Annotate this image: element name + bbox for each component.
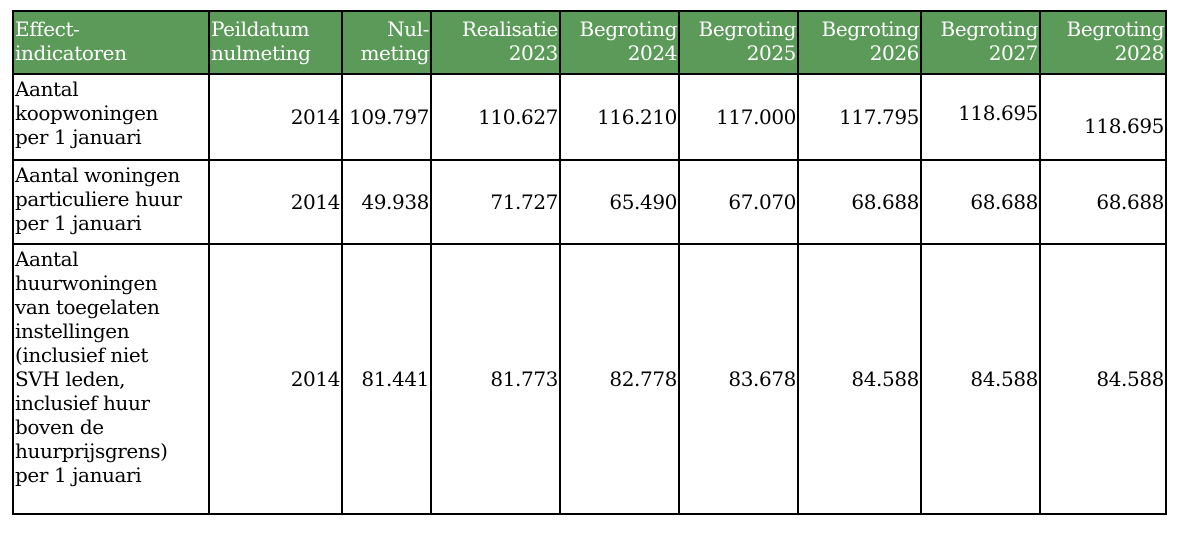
header-begroting-2028: Begroting 2028 — [1039, 10, 1167, 75]
cell-begroting-2027: 84.588 — [920, 243, 1041, 515]
header-peildatum-nulmeting: Peildatum nulmeting — [208, 10, 343, 75]
cell-value: 118.695 — [958, 101, 1038, 125]
label-line: particuliere huur — [15, 187, 182, 211]
header-line: 2024 — [627, 41, 677, 65]
header-line: Realisatie — [461, 17, 558, 41]
label-line: Aantal — [15, 77, 79, 101]
header-line: Begroting — [821, 17, 919, 41]
cell-begroting-2028: 68.688 — [1039, 159, 1167, 245]
cell-begroting-2027: 118.695 — [920, 73, 1041, 161]
label-line: van toegelaten — [15, 295, 160, 319]
cell-begroting-2025: 83.678 — [678, 243, 799, 515]
label-line: koopwoningen — [15, 101, 159, 125]
label-line: (inclusief niet — [15, 343, 148, 367]
cell-begroting-2025: 117.000 — [678, 73, 799, 161]
label-line: huurprijsgrens) — [15, 439, 168, 463]
header-line: 2023 — [508, 41, 558, 65]
header-line: Begroting — [698, 17, 796, 41]
cell-nulmeting: 109.797 — [341, 73, 432, 161]
header-line: nulmeting — [211, 41, 311, 65]
row-label-particuliere-huur: Aantal woningen particuliere huur per 1 … — [12, 159, 210, 245]
header-realisatie-2023: Realisatie 2023 — [430, 10, 561, 75]
header-effect-indicatoren: Effect- indicatoren — [12, 10, 210, 75]
cell-peildatum: 2014 — [208, 159, 343, 245]
header-begroting-2026: Begroting 2026 — [797, 10, 922, 75]
cell-peildatum: 2014 — [208, 243, 343, 515]
label-line: per 1 januari — [15, 125, 142, 149]
row-label-koopwoningen: Aantal koopwoningen per 1 januari — [12, 73, 210, 161]
header-line: Begroting — [940, 17, 1038, 41]
label-line: SVH leden, — [15, 367, 126, 391]
header-line: 2028 — [1114, 41, 1164, 65]
header-line: Peildatum — [211, 17, 310, 41]
cell-begroting-2026: 84.588 — [797, 243, 922, 515]
header-nulmeting: Nul- meting — [341, 10, 432, 75]
header-line: Effect- — [15, 17, 80, 41]
header-begroting-2027: Begroting 2027 — [920, 10, 1041, 75]
header-begroting-2024: Begroting 2024 — [559, 10, 680, 75]
label-line: Aantal — [15, 247, 79, 271]
cell-begroting-2024: 65.490 — [559, 159, 680, 245]
header-begroting-2025: Begroting 2025 — [678, 10, 799, 75]
cell-realisatie-2023: 110.627 — [430, 73, 561, 161]
cell-realisatie-2023: 81.773 — [430, 243, 561, 515]
cell-begroting-2027: 68.688 — [920, 159, 1041, 245]
table-header-row: Effect- indicatoren Peildatum nulmeting … — [12, 10, 1167, 75]
cell-nulmeting: 81.441 — [341, 243, 432, 515]
label-line: per 1 januari — [15, 211, 142, 235]
label-line: instellingen — [15, 319, 130, 343]
header-line: 2026 — [869, 41, 919, 65]
cell-begroting-2026: 117.795 — [797, 73, 922, 161]
header-line: indicatoren — [15, 41, 127, 65]
cell-begroting-2024: 82.778 — [559, 243, 680, 515]
cell-value: 118.695 — [1084, 114, 1164, 138]
cell-begroting-2028: 118.695 — [1039, 73, 1167, 161]
row-label-huurwoningen-toegelaten-instellingen: Aantal huurwoningen van toegelaten inste… — [12, 243, 210, 515]
header-line: Nul- — [387, 17, 429, 41]
label-line: Aantal woningen — [15, 163, 180, 187]
label-line: huurwoningen — [15, 271, 158, 295]
cell-begroting-2026: 68.688 — [797, 159, 922, 245]
cell-realisatie-2023: 71.727 — [430, 159, 561, 245]
header-line: Begroting — [1066, 17, 1164, 41]
label-line: per 1 januari — [15, 463, 142, 487]
cell-peildatum: 2014 — [208, 73, 343, 161]
cell-begroting-2025: 67.070 — [678, 159, 799, 245]
cell-nulmeting: 49.938 — [341, 159, 432, 245]
label-line: inclusief huur — [15, 391, 150, 415]
table-row: Aantal huurwoningen van toegelaten inste… — [12, 243, 1167, 515]
label-line: boven de — [15, 415, 104, 439]
table-row: Aantal koopwoningen per 1 januari 2014 1… — [12, 73, 1167, 161]
header-line: Begroting — [579, 17, 677, 41]
cell-begroting-2024: 116.210 — [559, 73, 680, 161]
cell-begroting-2028: 84.588 — [1039, 243, 1167, 515]
header-line: 2025 — [746, 41, 796, 65]
table-row: Aantal woningen particuliere huur per 1 … — [12, 159, 1167, 245]
header-line: 2027 — [988, 41, 1038, 65]
effect-indicators-table: Effect- indicatoren Peildatum nulmeting … — [12, 10, 1167, 515]
header-line: meting — [360, 41, 429, 65]
